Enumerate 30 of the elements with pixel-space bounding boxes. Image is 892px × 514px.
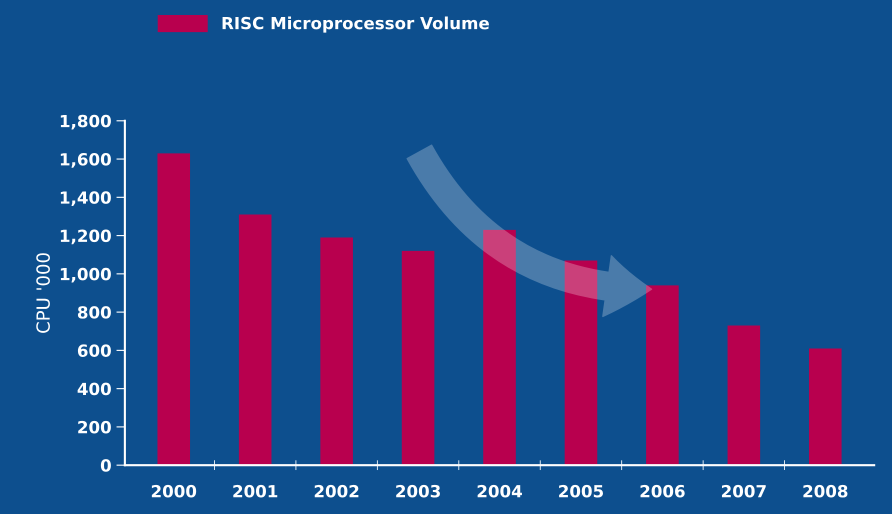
bar bbox=[564, 260, 598, 466]
bar bbox=[728, 326, 760, 466]
y-tick-label: 200 bbox=[78, 420, 111, 434]
y-axis-title: CPU '000 bbox=[36, 253, 50, 333]
bar bbox=[238, 214, 272, 466]
y-tick-label: 800 bbox=[78, 306, 111, 319]
y-tick-label: 1,600 bbox=[60, 153, 111, 168]
y-tick-label: 600 bbox=[78, 344, 111, 357]
y-tick-label: 1,200 bbox=[60, 230, 111, 244]
bar bbox=[646, 285, 679, 466]
x-tick-label: 2008 bbox=[803, 484, 848, 498]
y-tick-label: 1,000 bbox=[60, 268, 111, 283]
x-tick-label: 2005 bbox=[559, 484, 603, 498]
x-tick-label: 2007 bbox=[722, 484, 766, 498]
x-tick-label: 2003 bbox=[396, 484, 440, 498]
bar bbox=[809, 348, 842, 466]
x-tick-label: 2002 bbox=[314, 484, 358, 498]
legend-label: RISC Microprocessor Volume bbox=[222, 16, 489, 33]
y-tick-label: 400 bbox=[78, 382, 111, 396]
x-tick-label: 2006 bbox=[640, 484, 685, 498]
y-tick-label: 0 bbox=[100, 459, 111, 472]
x-tick-label: 2001 bbox=[233, 484, 278, 498]
y-tick-label: 1,800 bbox=[60, 114, 111, 130]
bar bbox=[320, 237, 353, 466]
bar bbox=[402, 250, 434, 466]
y-tick-label: 1,400 bbox=[60, 191, 111, 206]
x-tick-label: 2000 bbox=[152, 484, 196, 498]
bar bbox=[157, 153, 190, 466]
bar bbox=[483, 230, 516, 466]
x-tick-label: 2004 bbox=[478, 484, 522, 498]
